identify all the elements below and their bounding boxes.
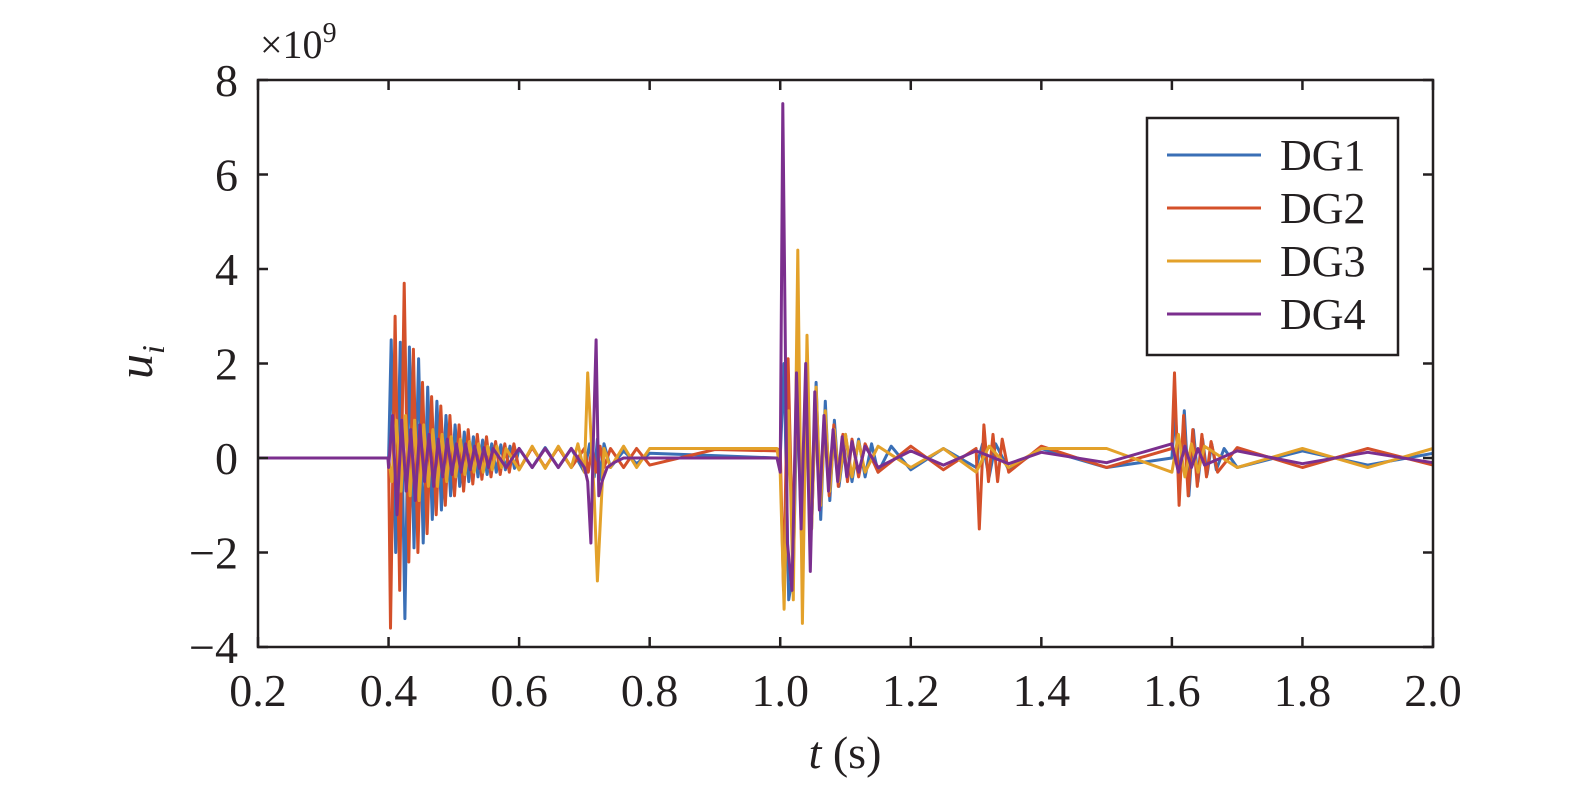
x-tick-label: 0.4 [360, 665, 418, 716]
y-tick-label: 0 [215, 433, 238, 484]
x-tick-label: 0.8 [621, 665, 679, 716]
legend-label: DG4 [1280, 290, 1366, 339]
series-layer [258, 102, 1434, 630]
legend-label: DG3 [1280, 237, 1366, 286]
x-tick-label: 1.6 [1143, 665, 1201, 716]
y-tick-label: −4 [189, 622, 238, 673]
x-tick-label: 0.2 [229, 665, 287, 716]
series-line-4 [258, 102, 1434, 592]
y-tick-label: −2 [189, 528, 238, 579]
legend-label: DG2 [1280, 184, 1366, 233]
x-tick-label: 2.0 [1404, 665, 1462, 716]
x-tick-label: 1.0 [751, 665, 809, 716]
x-tick-label: 0.6 [490, 665, 548, 716]
y-axis-label: ui [107, 345, 171, 379]
ticks-layer: 0.2 0.4 0.6 0.8 1.0 1.2 1.4 1.6 1.8 2.0 −4 −2 0 2 4 6 8 [189, 55, 1462, 716]
legend-label: DG1 [1280, 131, 1366, 180]
y-tick-label: 2 [215, 339, 238, 390]
y-tick-label: 6 [215, 150, 238, 201]
x-tick-label: 1.2 [882, 665, 940, 716]
y-tick-label: 4 [215, 244, 238, 295]
x-tick-label: 1.8 [1274, 665, 1332, 716]
x-axis-label: t (s) [809, 727, 882, 778]
y-scale-factor: ×109 [260, 18, 337, 67]
y-tick-label: 8 [215, 55, 238, 106]
x-tick-label: 1.4 [1013, 665, 1071, 716]
